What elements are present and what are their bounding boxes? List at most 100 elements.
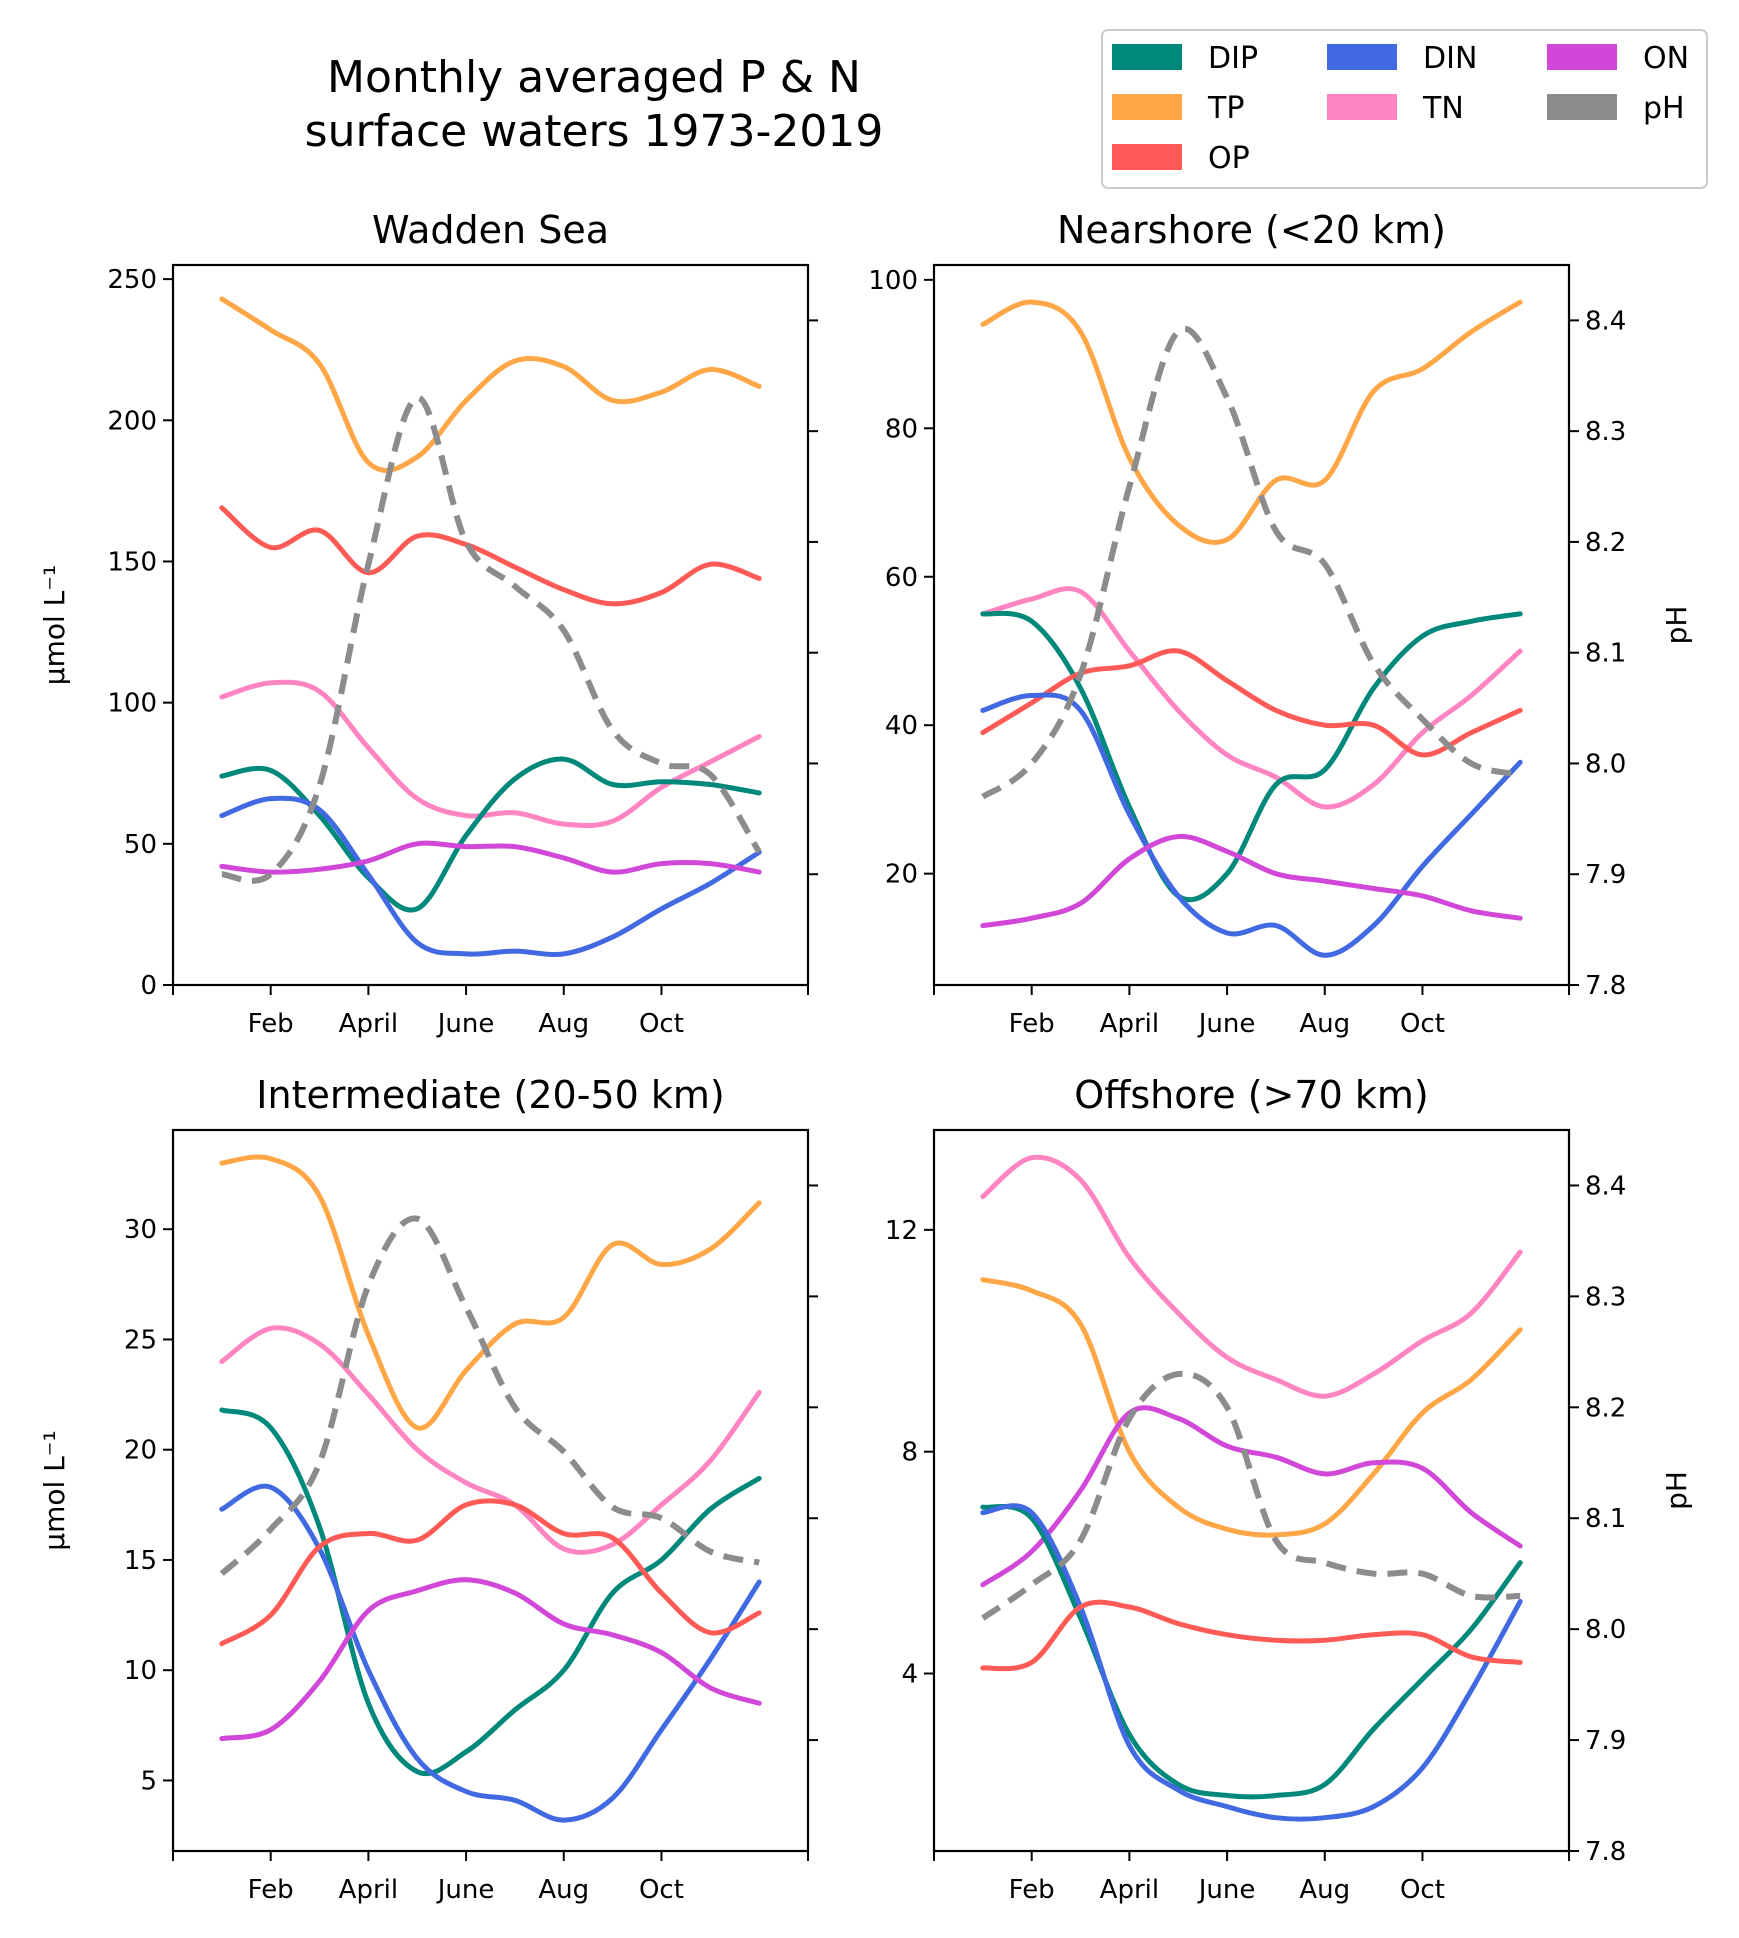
- plot-area: [980, 1154, 1523, 1822]
- series-line-tp: [219, 296, 762, 473]
- series-line-on: [219, 840, 762, 875]
- series-line-ph: [219, 1215, 760, 1576]
- y2-axis-label: pH: [1660, 1471, 1693, 1510]
- y-tick-label: 100: [107, 689, 157, 719]
- y2-tick-label: 8.2: [1585, 528, 1626, 558]
- legend-label-on: ON: [1643, 41, 1689, 76]
- panel-title: Wadden Sea: [372, 208, 609, 252]
- legend-swatch-ph: [1547, 94, 1617, 120]
- y-tick-label: 8: [901, 1438, 918, 1468]
- axes-frame: [171, 1128, 810, 1853]
- panel-title: Offshore (>70 km): [1074, 1073, 1428, 1117]
- x-tick-label: June: [436, 1009, 495, 1039]
- series-line-tp: [980, 299, 1523, 545]
- y-tick-label: 15: [124, 1546, 157, 1576]
- series-line-tp: [219, 1154, 762, 1431]
- y-tick-label: 80: [885, 414, 918, 444]
- y-axis-label: μmol L⁻¹: [38, 565, 71, 686]
- axes-frame: [932, 1128, 1571, 1853]
- x-tick-label: April: [1100, 1875, 1159, 1905]
- x-tick-label: Feb: [1009, 1875, 1055, 1905]
- plot-area: [219, 1154, 762, 1823]
- y2-tick-label: 8.2: [1585, 1393, 1626, 1423]
- series-line-op: [980, 648, 1523, 758]
- series-line-on: [219, 1577, 762, 1742]
- series-line-ph: [981, 1370, 1521, 1621]
- legend-label-dip: DIP: [1208, 41, 1258, 76]
- series-line-din: [980, 1503, 1523, 1822]
- x-tick-label: Feb: [248, 1875, 294, 1905]
- panel-3: Intermediate (20-50 km) 5 10 15 20 25 30 Feb Apr…: [38, 1073, 818, 1905]
- y2-tick-label: 8.1: [1585, 1504, 1626, 1534]
- series-line-ph: [981, 325, 1521, 800]
- y-tick-label: 60: [885, 563, 918, 593]
- x-tick-label: Oct: [639, 1009, 684, 1039]
- legend-swatch-on: [1547, 44, 1617, 70]
- x-tick-label: Oct: [639, 1875, 684, 1905]
- x-tick-label: Oct: [1400, 1009, 1445, 1039]
- y2-tick-label: 7.8: [1585, 971, 1626, 1001]
- y2-tick-label: 8.0: [1585, 749, 1626, 779]
- x-tick-label: Aug: [538, 1875, 589, 1905]
- legend-swatch-tn: [1327, 94, 1397, 120]
- y2-tick-label: 8.4: [1585, 1171, 1626, 1201]
- series-line-ph: [221, 394, 762, 884]
- x-tick-label: April: [339, 1875, 398, 1905]
- legend-label-din: DIN: [1423, 41, 1477, 76]
- series-line-op: [219, 1498, 762, 1647]
- x-tick-label: April: [1100, 1009, 1159, 1039]
- series-line-dip: [980, 1503, 1523, 1800]
- series-line-tn: [219, 1325, 762, 1555]
- series-line-tn: [980, 1154, 1523, 1399]
- series-line-dip: [980, 610, 1523, 903]
- legend-swatch-din: [1327, 44, 1397, 70]
- y-tick-label: 12: [885, 1216, 918, 1246]
- figure-title-line2: surface waters 1973-2019: [305, 106, 884, 157]
- legend-label-op: OP: [1208, 141, 1250, 176]
- y2-tick-label: 8.0: [1585, 1615, 1626, 1645]
- y2-tick-label: 8.1: [1585, 639, 1626, 669]
- chart-panels: Wadden Sea 0 50 100 150 200 250 Feb April June Aug…: [38, 208, 1693, 1905]
- series-line-tp: [980, 1277, 1523, 1538]
- x-tick-label: Aug: [538, 1009, 589, 1039]
- series-line-din: [980, 692, 1523, 958]
- y-tick-label: 100: [868, 266, 918, 296]
- x-tick-label: Aug: [1299, 1875, 1350, 1905]
- y2-tick-label: 7.8: [1585, 1837, 1626, 1867]
- y2-tick-label: 7.9: [1585, 1726, 1626, 1756]
- y-tick-label: 5: [140, 1766, 157, 1796]
- x-tick-label: Feb: [1009, 1009, 1055, 1039]
- series-line-op: [219, 505, 762, 607]
- y2-tick-label: 8.3: [1585, 417, 1626, 447]
- x-tick-label: Aug: [1299, 1009, 1350, 1039]
- series-line-op: [980, 1599, 1523, 1672]
- series-line-on: [980, 833, 1523, 929]
- y-tick-label: 20: [885, 860, 918, 890]
- series-line-din: [219, 1483, 762, 1823]
- y-tick-label: 25: [124, 1325, 157, 1355]
- legend-label-tp: TP: [1207, 91, 1244, 126]
- plot-area: [219, 296, 762, 957]
- x-tick-label: June: [436, 1875, 495, 1905]
- panel-title: Intermediate (20-50 km): [256, 1073, 724, 1117]
- y-tick-label: 0: [140, 971, 157, 1001]
- x-tick-label: April: [339, 1009, 398, 1039]
- y-tick-label: 10: [124, 1656, 157, 1686]
- x-tick-label: Feb: [248, 1009, 294, 1039]
- y-tick-label: 50: [124, 830, 157, 860]
- y2-tick-label: 8.4: [1585, 306, 1626, 336]
- panel-2: Nearshore (<20 km) 20 40 60 80 100 7.8 7.9 8.0 8.…: [868, 208, 1693, 1039]
- series-line-dip: [219, 756, 762, 913]
- y-tick-label: 200: [107, 406, 157, 436]
- x-tick-label: June: [1197, 1875, 1256, 1905]
- legend-swatch-tp: [1112, 94, 1182, 120]
- legend: DIP DIN ON TP TN pH OP: [1101, 29, 1708, 189]
- y-tick-label: 40: [885, 711, 918, 741]
- panel-4: Offshore (>70 km) 4 8 12 7.8 7.9 8.0 8.1 8.2 8.3 8…: [885, 1073, 1693, 1905]
- legend-label-tn: TN: [1422, 91, 1464, 126]
- legend-label-ph: pH: [1643, 91, 1685, 126]
- y-tick-label: 20: [124, 1436, 157, 1466]
- y2-axis-label: pH: [1660, 606, 1693, 645]
- panel-title: Nearshore (<20 km): [1057, 208, 1446, 252]
